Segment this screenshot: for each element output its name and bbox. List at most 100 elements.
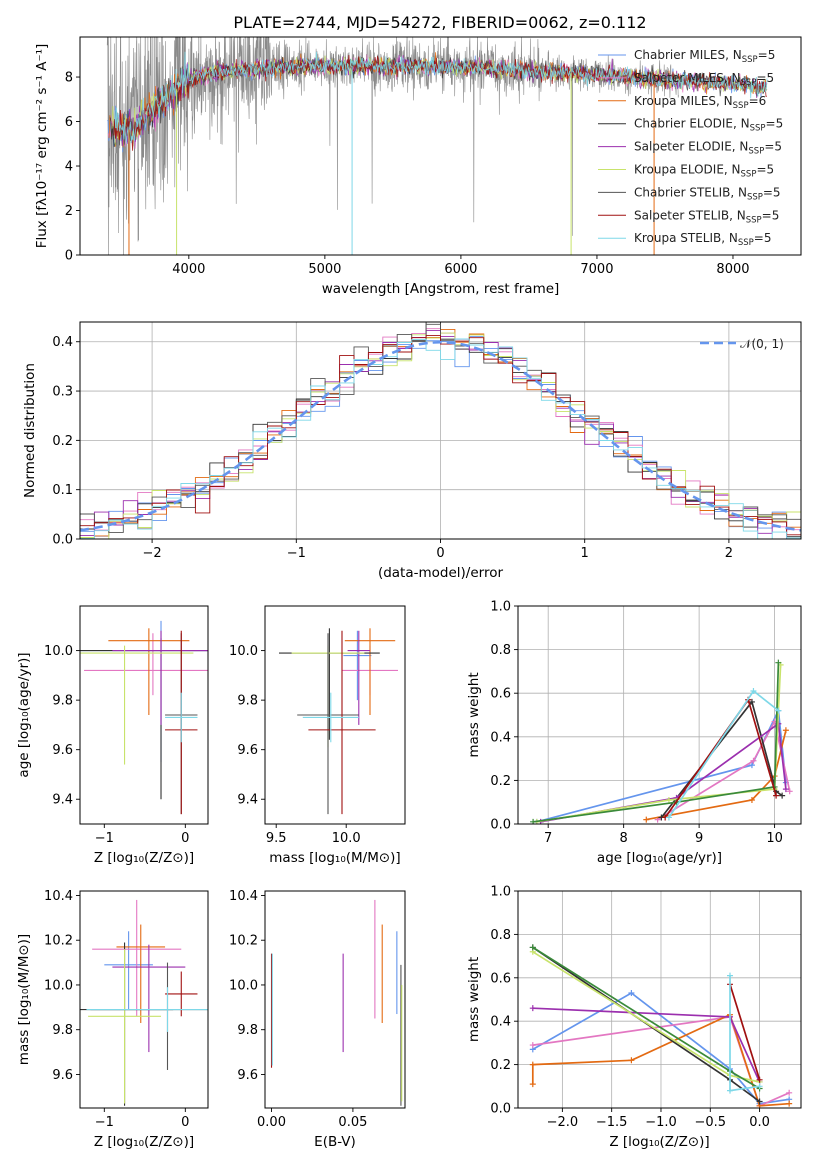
gaussian-reference-line [80, 340, 801, 532]
errorbar-point [347, 630, 370, 725]
x-tick-label: −1 [95, 831, 114, 846]
y-tick-label: 0.4 [490, 1015, 511, 1030]
histogram-step [80, 338, 801, 539]
observed-spectrum-line [106, 37, 679, 255]
x-axis-label: mass [log₁₀(M/M⊙)] [269, 850, 400, 866]
errorbar-point [92, 899, 182, 1017]
weight-marker [756, 1098, 763, 1105]
weight-marker [529, 1081, 536, 1088]
y-tick-label: 2 [65, 204, 73, 219]
y-tick-label: 0.2 [52, 434, 73, 449]
weight-marker [748, 797, 755, 804]
errorbar-point [116, 924, 166, 1023]
errorbar-point [86, 987, 208, 1032]
errorbar-point [302, 692, 359, 743]
errorbar-point [80, 645, 194, 765]
weight-marker [643, 816, 650, 823]
weight-marker [786, 788, 793, 795]
weight-marker [773, 792, 780, 799]
y-tick-label: 10.0 [229, 644, 258, 659]
histogram-step [80, 335, 801, 536]
axes-frame [79, 36, 802, 256]
errorbar-point [84, 633, 208, 696]
panel-residuals: −2 −1 0 1 2 0.0 0.1 0.2 0.3 0.4 (data-model)/error… [22, 321, 802, 581]
axes-frame [79, 321, 802, 540]
y-tick-label: 0.8 [490, 928, 511, 943]
y-tick-label: 9.6 [237, 743, 258, 758]
y-tick-label: 9.8 [237, 1023, 258, 1038]
y-tick-label: 0.3 [52, 385, 73, 400]
legend-entry: Chabrier STELIB, NSSP=5 [634, 185, 781, 202]
axes-frame [517, 890, 802, 1109]
x-tick-label: 4000 [172, 262, 205, 277]
errorbar-point [108, 628, 190, 715]
weight-marker [529, 944, 536, 951]
weight-marker [782, 727, 789, 734]
y-axis-label: mass [log₁₀(M/M⊙)] [16, 934, 32, 1065]
legend-entry: Chabrier ELODIE, NSSP=5 [634, 117, 783, 134]
y-tick-label: 9.6 [52, 1068, 73, 1083]
axes-frame [517, 605, 802, 825]
weight-marker [529, 1042, 536, 1049]
weight-series-line [536, 664, 782, 823]
x-tick-label: 0 [436, 546, 444, 561]
x-tick-label: 0 [181, 1115, 189, 1130]
x-tick-label: 10.0 [332, 831, 361, 846]
errorbar-point [112, 944, 186, 1053]
x-tick-label: −1.0 [645, 1115, 677, 1130]
x-tick-label: 9.5 [266, 831, 287, 846]
panel-mass_vs_Z: −1 0 9.6 9.8 10.0 10.2 10.4 Z [log₁₀(Z/Z⊙)] mass… [16, 889, 209, 1150]
figure-title: PLATE=2744, MJD=54272, FIBERID=0062, z=0… [233, 13, 646, 32]
x-tick-label: 1 [581, 546, 589, 561]
legend-entry: 𝒩(0, 1) [740, 337, 784, 351]
y-tick-label: 6 [65, 115, 73, 130]
panel-weight_vs_age: 7 8 9 10 0.0 0.2 0.4 0.6 0.8 1.0 age [log₁₀(age/yr… [466, 600, 802, 866]
x-axis-label: wavelength [Angstrom, rest frame] [322, 281, 560, 297]
y-tick-label: 0.4 [490, 730, 511, 745]
x-axis-label: Z [log₁₀(Z/Z⊙)] [609, 1134, 709, 1150]
plot-area [518, 891, 801, 1108]
weight-marker [665, 797, 672, 804]
y-tick-label: 0.0 [490, 1102, 511, 1117]
errorbar-point [308, 630, 376, 815]
x-tick-label: −1 [287, 546, 306, 561]
panel-weight_vs_Z: −2.0 −1.5 −1.0 −0.5 0.0 0.0 0.2 0.4 0.6 0.8 1.0 Z [… [466, 885, 802, 1150]
weight-series-line [540, 722, 787, 823]
x-axis-label: Z [log₁₀(Z/Z⊙)] [94, 850, 194, 866]
y-tick-label: 8 [65, 71, 73, 86]
plot-area [80, 899, 208, 1106]
weight-series-line [531, 1013, 790, 1107]
plot-area [518, 606, 801, 824]
weight-marker [727, 1087, 734, 1094]
weight-marker [775, 707, 782, 714]
y-axis-label: age [log₁₀(age/yr)] [16, 652, 32, 777]
x-tick-label: 7000 [580, 262, 613, 277]
legend-entry: Salpeter ELODIE, NSSP=5 [634, 140, 782, 157]
y-tick-label: 10.2 [44, 934, 73, 949]
x-tick-label: 0.00 [257, 1115, 286, 1130]
x-axis-label: (data-model)/error [378, 565, 504, 581]
y-tick-label: 1.0 [490, 885, 511, 900]
y-axis-label: mass weight [466, 957, 482, 1042]
y-tick-label: 10.4 [44, 889, 73, 904]
y-tick-label: 10.4 [229, 889, 258, 904]
weight-marker [786, 1100, 793, 1107]
x-axis-label: Z [log₁₀(Z/Z⊙)] [94, 1134, 194, 1150]
weight-marker [750, 688, 757, 695]
errorbar-point [344, 628, 396, 715]
histogram-step [80, 323, 801, 533]
weight-marker [779, 792, 786, 799]
y-tick-label: 9.6 [237, 1068, 258, 1083]
y-tick-label: 0.6 [490, 687, 511, 702]
weight-marker [529, 1061, 536, 1068]
weight-marker [775, 659, 782, 666]
y-tick-label: 0.1 [52, 483, 73, 498]
x-tick-label: −1 [95, 1115, 114, 1130]
y-tick-label: 0 [65, 249, 73, 264]
weight-marker [628, 989, 635, 996]
weight-series-line [532, 662, 780, 823]
weight-marker [748, 762, 755, 769]
y-tick-label: 0.0 [52, 533, 73, 548]
legend-entry: Salpeter STELIB, NSSP=5 [634, 208, 779, 225]
y-tick-label: 0.8 [490, 643, 511, 658]
